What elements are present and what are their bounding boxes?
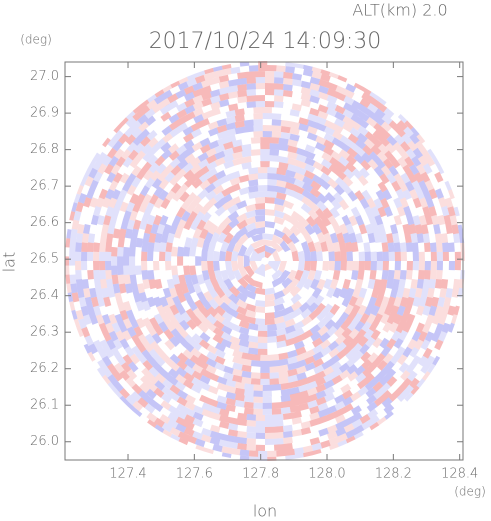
x-tick-label: 127.8 [242,467,279,482]
chart-title: 2017/10/24 14:09:30 [149,29,382,54]
y-tick-label: 26.8 [30,142,59,157]
y-tick-label: 26.4 [30,288,59,303]
y-tick-label: 26.3 [30,325,59,340]
x-tick-label: 128.0 [308,467,345,482]
y-tick-label: 26.5 [30,252,59,267]
y-tick-label: 26.9 [30,106,59,121]
plot-frame [64,61,464,461]
echo-cells [69,62,465,461]
echo-cells [65,61,461,461]
subtitle: ALT(km) 2.0 [352,1,447,20]
x-tick-label: 128.4 [441,467,478,482]
y-unit: (deg) [20,33,52,47]
y-tick-label: 26.0 [30,434,59,449]
y-axis-label: lat [0,252,19,273]
reflectivity-field [65,61,465,461]
x-tick-label: 127.4 [109,467,146,482]
x-tick-label: 128.2 [375,467,412,482]
y-tick-label: 26.6 [30,215,59,230]
y-tick-label: 26.2 [30,361,59,376]
x-unit: (deg) [454,485,486,499]
x-axis-label: lon [253,502,277,521]
echo-cells [65,65,465,458]
echo-cells [66,61,465,461]
x-tick-label: 127.6 [176,467,213,482]
y-tick-label: 27.0 [30,69,59,84]
y-tick-label: 26.1 [30,398,59,413]
y-tick-label: 26.7 [30,179,59,194]
